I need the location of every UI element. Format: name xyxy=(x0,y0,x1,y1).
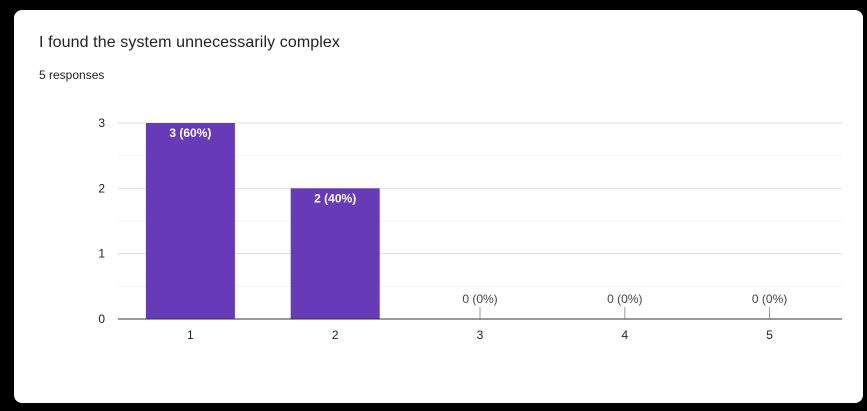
y-tick-label: 2 xyxy=(98,181,105,195)
bar-data-label: 3 (60%) xyxy=(169,126,211,140)
bar-data-label: 0 (0%) xyxy=(607,292,642,306)
x-tick-label: 5 xyxy=(766,328,773,342)
bar-chart: 0 1 2 3 3 (60%) 1 2 (40%) 2 0 (0%) 3 0 (0%) 4 0 (0%)… xyxy=(98,116,842,342)
bar-data-label: 2 (40%) xyxy=(314,191,356,205)
bar xyxy=(290,188,380,319)
y-tick-label: 0 xyxy=(98,312,105,326)
y-tick-label: 3 xyxy=(98,116,105,130)
response-count: 5 responses xyxy=(39,68,105,82)
chart-title: I found the system unnecessarily complex xyxy=(39,34,341,51)
x-tick-label: 4 xyxy=(621,328,628,342)
bar xyxy=(145,123,235,319)
y-tick-label: 1 xyxy=(98,247,105,261)
chart-card: I found the system unnecessarily complex… xyxy=(14,10,863,403)
bar-data-label: 0 (0%) xyxy=(752,292,787,306)
x-tick-label: 1 xyxy=(187,328,194,342)
x-tick-label: 3 xyxy=(477,328,484,342)
x-tick-label: 2 xyxy=(332,328,339,342)
bar-data-label: 0 (0%) xyxy=(462,292,497,306)
